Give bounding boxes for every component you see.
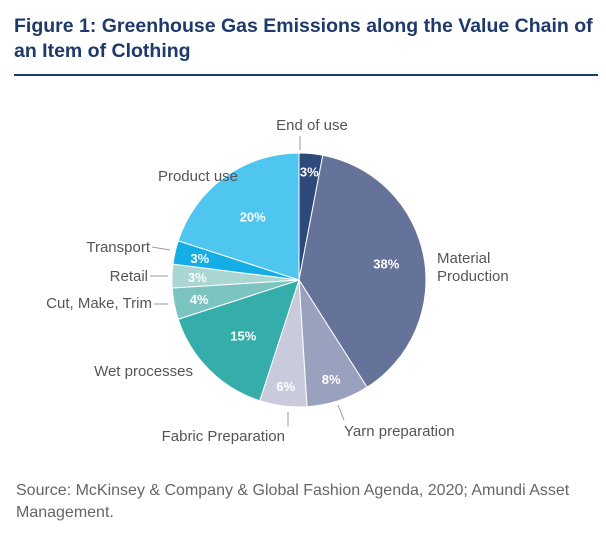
slice-category-label: End of use [276,117,348,134]
slice-category-label: Retail [110,268,148,285]
slice-category-label: Cut, Make, Trim [46,295,152,312]
slice-category-label: Fabric Preparation [162,428,285,445]
slice-value-label: 8% [322,372,341,387]
pie-slice [177,279,300,402]
slice-category-label: Yarn preparation [344,423,455,440]
slice-value-label: 38% [373,256,399,271]
title-divider [14,74,598,76]
slice-value-label: 20% [240,209,266,224]
source-note: Source: McKinsey & Company & Global Fash… [16,482,570,521]
leader-line [151,246,171,251]
slice-value-label: 3% [300,164,319,179]
slice-value-label: 15% [230,329,256,344]
label-line: Production [437,268,509,285]
leader-line [337,404,345,421]
label-line: Material [437,250,490,267]
slice-category-label: Material Production [437,250,509,285]
slice-value-label: 3% [190,251,209,266]
slice-value-label: 3% [188,270,207,285]
slice-value-label: 6% [276,379,295,394]
slice-category-label: Transport [86,239,150,256]
pie-slice [177,152,300,281]
chart-title: Figure 1: Greenhouse Gas Emissions along… [14,15,593,62]
slice-category-label: Product use [158,168,238,185]
slice-category-label: Wet processes [94,363,193,380]
slice-value-label: 4% [190,292,209,307]
